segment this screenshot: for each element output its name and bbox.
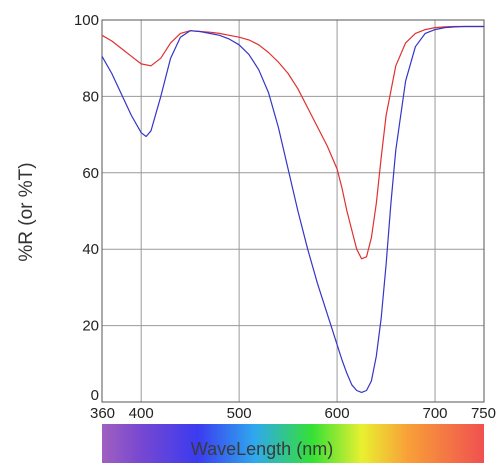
x-tick-label: 360 bbox=[90, 405, 115, 422]
spectrum-colorbar bbox=[102, 424, 484, 463]
y-tick-label: 0 bbox=[91, 387, 99, 404]
y-tick-label: 20 bbox=[82, 318, 99, 335]
y-tick-label: 40 bbox=[82, 241, 99, 258]
x-tick-labels: 360 400 500 600 700 750 bbox=[90, 405, 496, 422]
y-tick-labels: 0 20 40 60 80 100 bbox=[74, 12, 99, 404]
x-tick-label: 700 bbox=[423, 405, 448, 422]
x-tick-label: 400 bbox=[129, 405, 154, 422]
x-axis-label: WaveLength (nm) bbox=[191, 439, 333, 459]
series-line-1 bbox=[101, 25, 484, 260]
y-tick-label: 80 bbox=[82, 88, 99, 105]
y-tick-label: 60 bbox=[82, 165, 99, 182]
x-tick-label: 600 bbox=[325, 405, 350, 422]
y-axis-label: %R (or %T) bbox=[16, 162, 37, 261]
x-tick-label: 750 bbox=[471, 405, 496, 422]
series-line-2 bbox=[101, 25, 484, 393]
x-tick-label: 500 bbox=[227, 405, 252, 422]
y-tick-label: 100 bbox=[74, 12, 99, 29]
plot-frame bbox=[101, 19, 485, 403]
series-layer bbox=[101, 25, 484, 393]
grid bbox=[102, 20, 484, 402]
